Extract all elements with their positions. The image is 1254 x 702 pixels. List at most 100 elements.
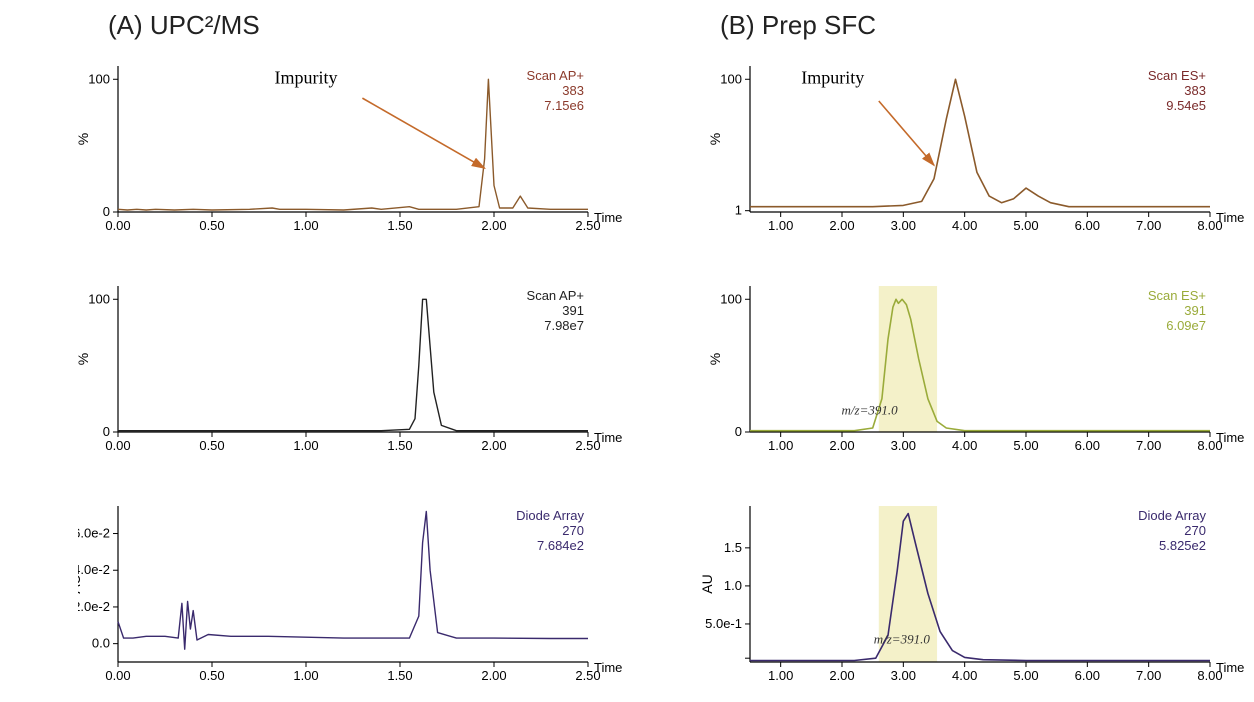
- scan-info-line: 383: [1184, 83, 1206, 98]
- scan-info-line: Diode Array: [516, 508, 584, 523]
- x-tick-label: 1.50: [387, 438, 412, 453]
- annotation-label: Impurity: [275, 68, 338, 88]
- x-tick-label: 3.00: [891, 218, 916, 233]
- x-tick-label: 5.00: [1013, 668, 1038, 683]
- x-tick-label: 0.00: [105, 438, 130, 453]
- mz-label: m/z=391.0: [842, 402, 899, 417]
- y-tick-label: 0: [103, 424, 110, 439]
- scan-info-line: Scan ES+: [1148, 288, 1206, 303]
- x-tick-label: 5.00: [1013, 438, 1038, 453]
- annotation-label: Impurity: [801, 68, 864, 88]
- x-tick-label: 1.00: [768, 668, 793, 683]
- x-tick-label: 0.50: [199, 438, 224, 453]
- y-tick-label: 0.0: [92, 636, 110, 651]
- x-tick-label: 6.00: [1075, 438, 1100, 453]
- y-tick-label: 1.0: [724, 578, 742, 593]
- y-tick-label: 100: [88, 71, 110, 86]
- x-tick-label: 7.00: [1136, 438, 1161, 453]
- x-tick-label: 1.00: [768, 438, 793, 453]
- y-tick-label: 100: [88, 291, 110, 306]
- x-axis-label: Time: [594, 660, 622, 675]
- x-tick-label: 2.00: [829, 438, 854, 453]
- scan-info-line: 270: [562, 523, 584, 538]
- scan-info-line: 391: [1184, 303, 1206, 318]
- x-tick-label: 0.00: [105, 218, 130, 233]
- annotation-arrow: [362, 98, 484, 168]
- x-axis-label: Time: [1216, 430, 1244, 445]
- y-tick-label: 5.0e-1: [705, 616, 742, 631]
- x-tick-label: 4.00: [952, 218, 977, 233]
- scan-info-line: 7.15e6: [544, 98, 584, 113]
- y-axis-label: %: [707, 353, 723, 365]
- x-tick-label: 2.00: [481, 438, 506, 453]
- y-axis-label: AU: [700, 574, 715, 593]
- x-tick-label: 4.00: [952, 438, 977, 453]
- x-tick-label: 1.00: [768, 218, 793, 233]
- x-axis-label: Time: [594, 210, 622, 225]
- y-tick-label: 2.0e-2: [78, 599, 110, 614]
- scan-info-line: 7.684e2: [537, 538, 584, 553]
- chromatogram-panel-A-bot: 0.02.0e-24.0e-26.0e-2AU0.000.501.001.502…: [78, 500, 598, 690]
- trace-line: [118, 512, 588, 650]
- y-tick-label: 0: [103, 204, 110, 219]
- y-axis-label: %: [78, 133, 91, 145]
- chromatogram-panel-B-mid: 0100%1.002.003.004.005.006.007.008.00Tim…: [700, 280, 1220, 460]
- chromatogram-panel-A-mid: 0100%0.000.501.001.502.002.50TimeScan AP…: [78, 280, 598, 460]
- x-tick-label: 1.50: [387, 668, 412, 683]
- x-tick-label: 7.00: [1136, 668, 1161, 683]
- x-tick-label: 5.00: [1013, 218, 1038, 233]
- trace-line: [118, 79, 588, 210]
- x-tick-label: 7.00: [1136, 218, 1161, 233]
- scan-info-line: 391: [562, 303, 584, 318]
- mz-label: m/z=391.0: [874, 631, 931, 646]
- x-tick-label: 3.00: [891, 668, 916, 683]
- columnB-title: (B) Prep SFC: [720, 10, 876, 41]
- scan-info-line: 9.54e5: [1166, 98, 1206, 113]
- x-tick-label: 0.50: [199, 218, 224, 233]
- x-tick-label: 1.00: [293, 438, 318, 453]
- x-tick-label: 4.00: [952, 668, 977, 683]
- scan-info-line: Scan AP+: [527, 288, 584, 303]
- x-axis-label: Time: [594, 430, 622, 445]
- x-tick-label: 2.00: [829, 218, 854, 233]
- x-axis-label: Time: [1216, 660, 1244, 675]
- y-axis-label: AU: [78, 574, 83, 593]
- scan-info-line: 6.09e7: [1166, 318, 1206, 333]
- x-tick-label: 0.50: [199, 668, 224, 683]
- scan-info-line: 5.825e2: [1159, 538, 1206, 553]
- y-tick-label: 1: [735, 203, 742, 218]
- y-tick-label: 1.5: [724, 540, 742, 555]
- y-axis-label: %: [78, 353, 91, 365]
- scan-info-line: 383: [562, 83, 584, 98]
- x-tick-label: 6.00: [1075, 218, 1100, 233]
- x-tick-label: 2.00: [829, 668, 854, 683]
- y-tick-label: 100: [720, 71, 742, 86]
- x-tick-label: 2.00: [481, 218, 506, 233]
- x-tick-label: 3.00: [891, 438, 916, 453]
- x-tick-label: 1.50: [387, 218, 412, 233]
- scan-info-line: Scan ES+: [1148, 68, 1206, 83]
- annotation-arrow: [879, 101, 934, 165]
- x-tick-label: 6.00: [1075, 668, 1100, 683]
- x-tick-label: 2.00: [481, 668, 506, 683]
- x-tick-label: 1.00: [293, 218, 318, 233]
- y-axis-label: %: [707, 133, 723, 145]
- x-tick-label: 0.00: [105, 668, 130, 683]
- chromatogram-panel-B-bot: 5.0e-1 1.0 1.5 AU 1.00 2.00 3.00 4.00 5.00 6.00 7.…: [700, 500, 1220, 690]
- trace-line: [750, 299, 1210, 430]
- chromatogram-panel-B-top: 1100%1.002.003.004.005.006.007.008.00Tim…: [700, 60, 1220, 240]
- trace-line: [750, 514, 1210, 661]
- y-tick-label: 0: [735, 424, 742, 439]
- columnA-title: (A) UPC²/MS: [108, 10, 260, 41]
- scan-info-line: 270: [1184, 523, 1206, 538]
- scan-info-line: Diode Array: [1138, 508, 1206, 523]
- y-tick-label: 6.0e-2: [78, 526, 110, 541]
- scan-info-line: Scan AP+: [527, 68, 584, 83]
- y-tick-label: 100: [720, 291, 742, 306]
- x-tick-label: 1.00: [293, 668, 318, 683]
- scan-info-line: 7.98e7: [544, 318, 584, 333]
- x-axis-label: Time: [1216, 210, 1244, 225]
- trace-line: [118, 299, 588, 430]
- trace-line: [750, 79, 1210, 206]
- chromatogram-panel-A-top: 0100%0.000.501.001.502.002.50TimeScan AP…: [78, 60, 598, 240]
